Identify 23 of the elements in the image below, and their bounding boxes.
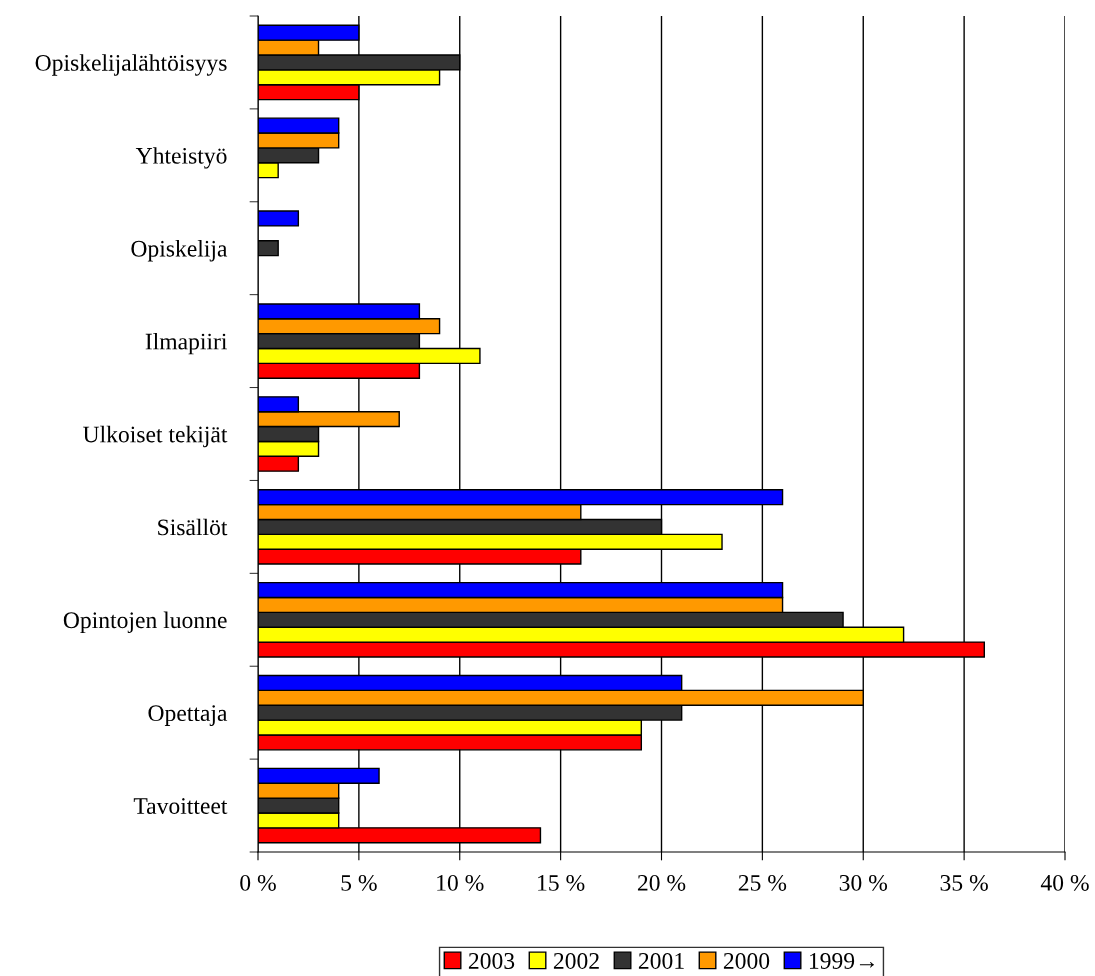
x-tick-label: 30 % [839,874,888,891]
legend-label: 1999→ [809,953,874,969]
y-tick-label: Tavoitteet [133,798,228,814]
x-tick-label: 35 % [940,874,988,891]
y-tick-label: Opiskelijalähtöisyys [35,54,227,76]
x-tick-label: 20 % [637,874,686,891]
x-tick-label: 25 % [738,874,787,891]
y-tick-label: Ilmapiiri [145,332,227,355]
y-tick-label: Yhteistyö [135,147,227,169]
x-tick-label: 15 % [538,874,585,891]
y-tick-label: Sisällöt [158,518,228,536]
x-tick-label: 40 % [1040,874,1089,891]
y-tick-label: Opettaja [148,705,228,726]
y-tick-label: Opintojen luonne [63,611,227,633]
x-tick-label: 10 % [437,874,484,891]
legend-label: 2002 [553,952,599,969]
y-tick-label: Opiskelija [131,240,228,262]
legend-label: 2003 [468,952,515,969]
x-tick-label: 5 % [341,874,377,891]
x-tick-label: 0 % [240,874,276,891]
y-tick-label: Ulkoiset tekijät [83,425,228,448]
legend-label: 2000 [723,952,770,969]
legend-label: 2001 [638,952,684,969]
